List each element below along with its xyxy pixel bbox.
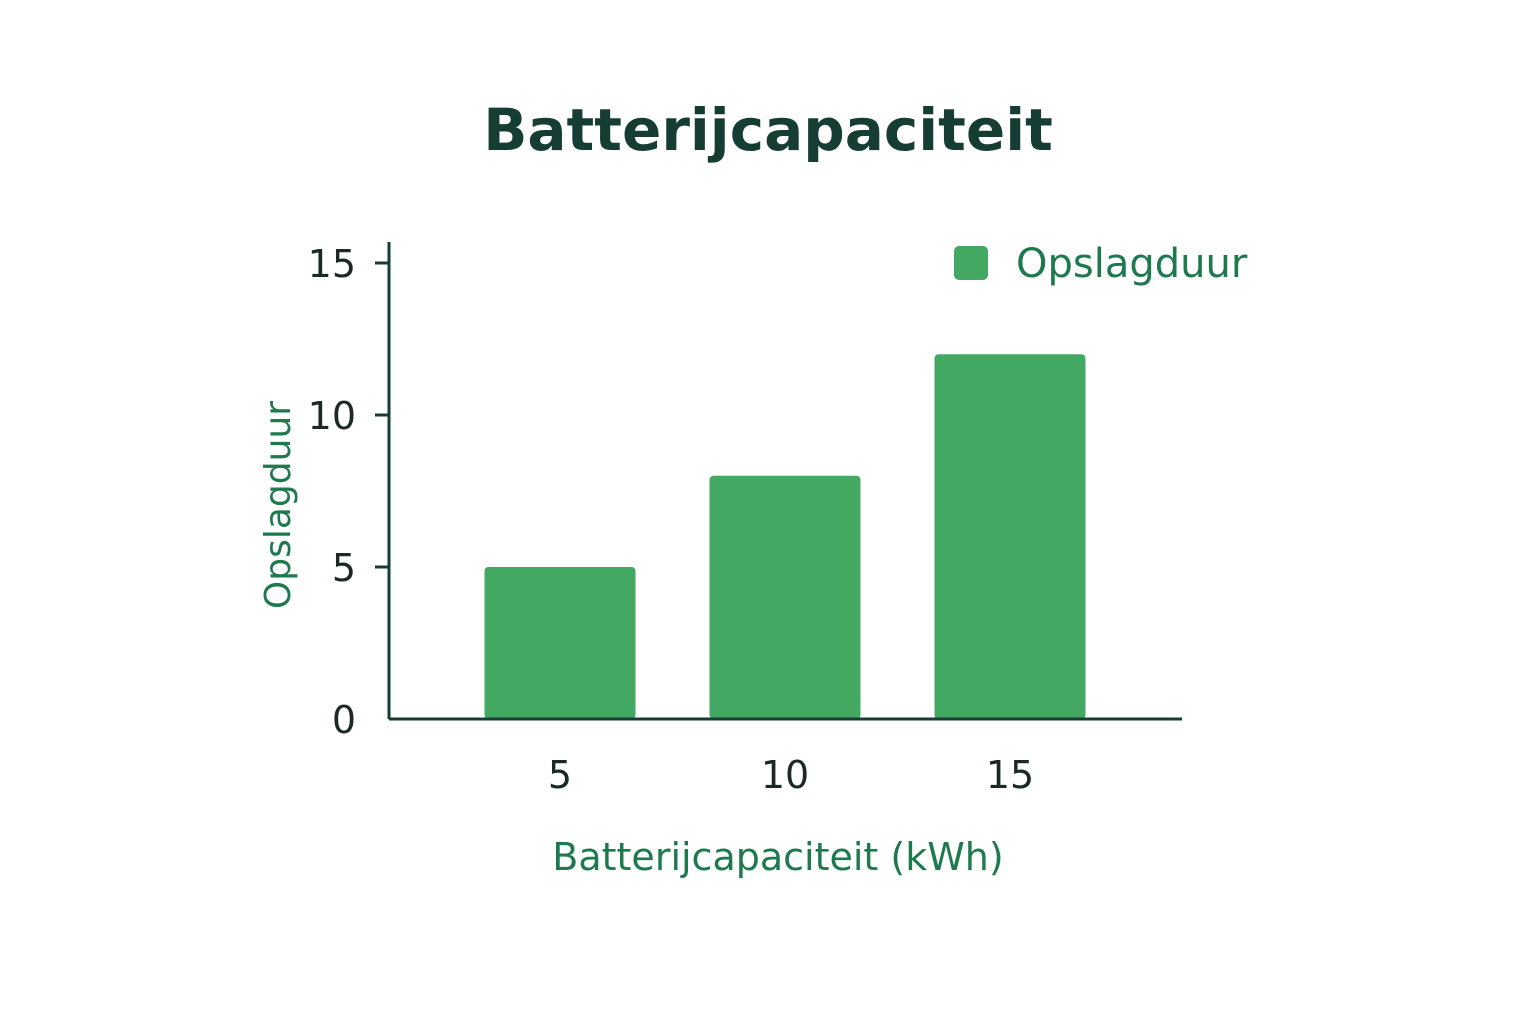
bar-5 bbox=[484, 567, 636, 719]
x-tick-label: 15 bbox=[986, 753, 1034, 797]
y-tick-label: 15 bbox=[308, 242, 356, 286]
legend-swatch bbox=[954, 246, 988, 280]
bar-15 bbox=[934, 354, 1086, 719]
y-tick-labels: 0 5 10 15 bbox=[308, 242, 389, 742]
bars-layer bbox=[484, 354, 1086, 719]
x-axis-label: Batterijcapaciteit (kWh) bbox=[552, 835, 1003, 879]
y-tick-label: 0 bbox=[332, 698, 356, 742]
y-axis-label: Opslagduur bbox=[258, 401, 299, 609]
x-tick-label: 10 bbox=[761, 753, 809, 797]
y-tick-label: 5 bbox=[332, 546, 356, 590]
x-tick-label: 5 bbox=[548, 753, 572, 797]
x-tick-labels: 5 10 15 bbox=[548, 753, 1034, 797]
y-tick-label: 10 bbox=[308, 394, 356, 438]
legend: Opslagduur bbox=[954, 241, 1248, 287]
chart-title: Batterijcapaciteit bbox=[483, 96, 1053, 164]
legend-label-opslagduur: Opslagduur bbox=[1016, 241, 1248, 287]
bar-10 bbox=[709, 475, 861, 719]
